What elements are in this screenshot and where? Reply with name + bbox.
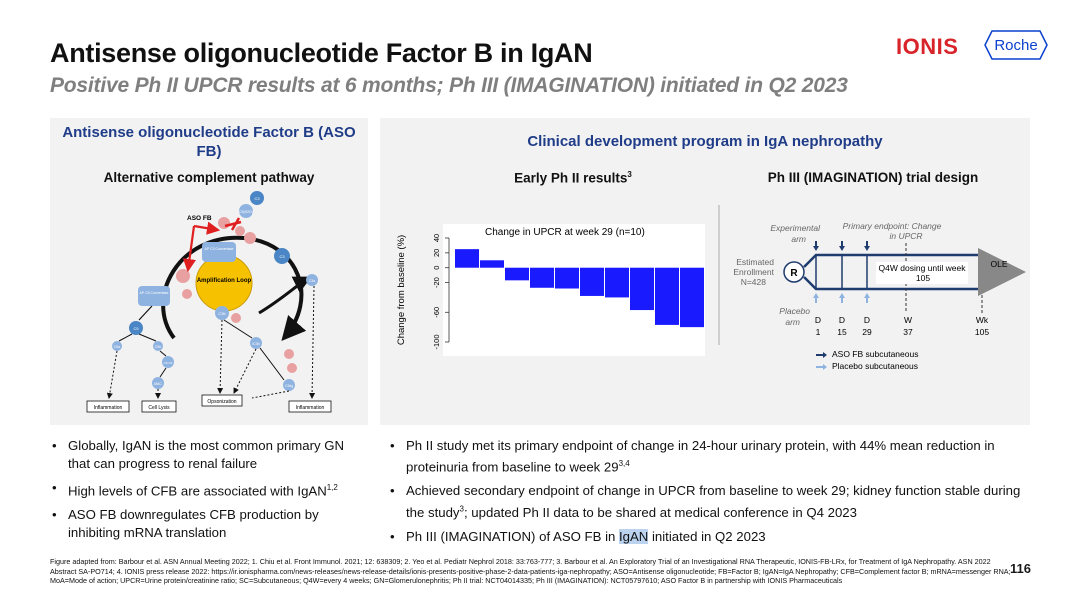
- chart-bar: [530, 267, 554, 288]
- legend-aso-label: ASO FB subcutaneous: [832, 349, 918, 359]
- estimated-enrollment-label: Estimated Enrollment N=428: [733, 257, 774, 287]
- complement-pathway-diagram: Amplification Loop C3 C3 C3(H2O) AP C3 C…: [86, 191, 332, 413]
- svg-text:R: R: [790, 268, 798, 279]
- svg-text:Roche: Roche: [994, 37, 1037, 54]
- svg-text:OLE: OLE: [990, 259, 1007, 269]
- primary-endpoint-label: Primary endpoint: Change in UPCR: [843, 221, 942, 241]
- left-bullet-2: • High levels of CFB are associated with …: [52, 480, 338, 499]
- early-results-heading: Early Ph II results3: [514, 170, 632, 186]
- chart-bar: [605, 267, 629, 298]
- page-title: Antisense oligonucleotide Factor B in Ig…: [50, 38, 593, 68]
- svg-text:C3(H2O): C3(H2O): [239, 210, 253, 214]
- svg-text:Inflammation: Inflammation: [94, 405, 123, 411]
- svg-text:Wk: Wk: [976, 315, 989, 325]
- chart-y-tick-label: -20: [432, 277, 441, 288]
- svg-text:C3a: C3a: [309, 279, 315, 283]
- svg-text:C3: C3: [254, 196, 260, 201]
- svg-text:C5b: C5b: [155, 345, 161, 349]
- svg-text:C3: C3: [279, 254, 285, 259]
- page-subtitle: Positive Ph II UPCR results at 6 months;…: [50, 74, 848, 97]
- chart-bar: [655, 267, 679, 325]
- svg-text:D: D: [839, 315, 845, 325]
- left-bullets: • Globally, IgAN is the most common prima…: [50, 437, 355, 548]
- trial-design-diagram: Experimental arm Primary endpoint: Change…: [718, 205, 1026, 371]
- chart-y-tick-label: -100: [432, 334, 441, 349]
- upcr-bar-chart: Change in UPCR at week 29 (n=10) Change …: [396, 224, 705, 356]
- roche-logo: Roche: [984, 30, 1048, 60]
- svg-text:ASO FB: ASO FB: [187, 215, 212, 222]
- legend-placebo-icon: [816, 364, 827, 370]
- chart-bar: [455, 249, 479, 268]
- right-bullet-2: • Achieved secondary endpoint of change i…: [390, 483, 1021, 520]
- chart-y-tick-label: 0: [432, 266, 441, 270]
- svg-text:AP C3 Convertase: AP C3 Convertase: [205, 247, 234, 251]
- chart-bar: [680, 267, 704, 328]
- svg-text:29: 29: [862, 327, 872, 337]
- left-bullet-1: • Globally, IgAN is the most common prima…: [52, 438, 345, 471]
- svg-text:Inflammation: Inflammation: [296, 405, 325, 411]
- svg-text:C5a: C5a: [114, 345, 120, 349]
- svg-text:D: D: [864, 315, 870, 325]
- svg-text:37: 37: [903, 327, 913, 337]
- chart-bar: [505, 267, 529, 281]
- chart-bar: [580, 267, 604, 296]
- svg-text:D: D: [815, 315, 821, 325]
- legend-placebo-label: Placebo subcutaneous: [832, 361, 918, 371]
- svg-text:AP C5 Convertase: AP C5 Convertase: [140, 291, 169, 295]
- timeline-ticks: D 1 D 15 D 29 W 37 Wk 105: [815, 315, 989, 337]
- svg-text:W: W: [904, 315, 912, 325]
- svg-text:C3dg: C3dg: [285, 384, 293, 388]
- chart-y-tick-label: 20: [432, 249, 441, 257]
- svg-text:105: 105: [975, 327, 989, 337]
- chart-y-axis: 40 20 0 -20 -60 -100: [432, 234, 450, 350]
- page-number: 116: [1010, 561, 1031, 576]
- experimental-arm-label: Experimental arm: [770, 223, 821, 244]
- placebo-arm-label: Placebo arm: [779, 306, 810, 327]
- svg-text:15: 15: [837, 327, 847, 337]
- svg-text:Amplification Loop: Amplification Loop: [197, 278, 252, 284]
- chart-bar: [630, 267, 654, 311]
- left-panel-heading: Antisense oligonucleotide Factor B (ASO …: [62, 124, 356, 160]
- svg-text:Cell Lysis: Cell Lysis: [148, 405, 170, 411]
- svg-text:MAC: MAC: [154, 382, 162, 386]
- ionis-logo: IONIS: [896, 34, 959, 59]
- pathway-heading: Alternative complement pathway: [103, 170, 315, 185]
- trial-design-heading: Ph III (IMAGINATION) trial design: [767, 170, 979, 185]
- right-bullet-1: • Ph II study met its primary endpoint of…: [390, 438, 995, 475]
- dosing-label: Q4W dosing until week 105: [879, 263, 967, 283]
- legend-aso-icon: [816, 352, 827, 358]
- right-panel-heading: Clinical development program in IgA neph…: [527, 133, 883, 150]
- svg-text:Opsonization: Opsonization: [207, 399, 236, 405]
- chart-y-axis-label: Change from baseline (%): [396, 235, 407, 345]
- chart-bar: [480, 260, 504, 268]
- svg-text:C3b: C3b: [218, 311, 226, 316]
- chart-bar: [555, 267, 579, 289]
- randomization-circle: [783, 261, 805, 283]
- svg-text:C6-C9: C6-C9: [164, 361, 173, 365]
- footnote: Figure adapted from: Barbour et al. ASN …: [50, 557, 1011, 585]
- right-bullets: • Ph II study met its primary endpoint of…: [388, 437, 1028, 552]
- svg-text:1: 1: [816, 327, 821, 337]
- left-bullet-3: • ASO FB downregulates CFB production by …: [52, 507, 319, 541]
- chart-bars: [455, 249, 704, 328]
- chart-y-tick-label: 40: [432, 234, 441, 242]
- svg-text:C5: C5: [133, 326, 139, 331]
- right-bullet-3: • Ph III (IMAGINATION) of ASO FB in IgAN …: [390, 528, 766, 544]
- chart-title: Change in UPCR at week 29 (n=10): [485, 227, 645, 238]
- svg-text:iC3b: iC3b: [252, 342, 259, 346]
- chart-y-tick-label: -60: [432, 307, 441, 318]
